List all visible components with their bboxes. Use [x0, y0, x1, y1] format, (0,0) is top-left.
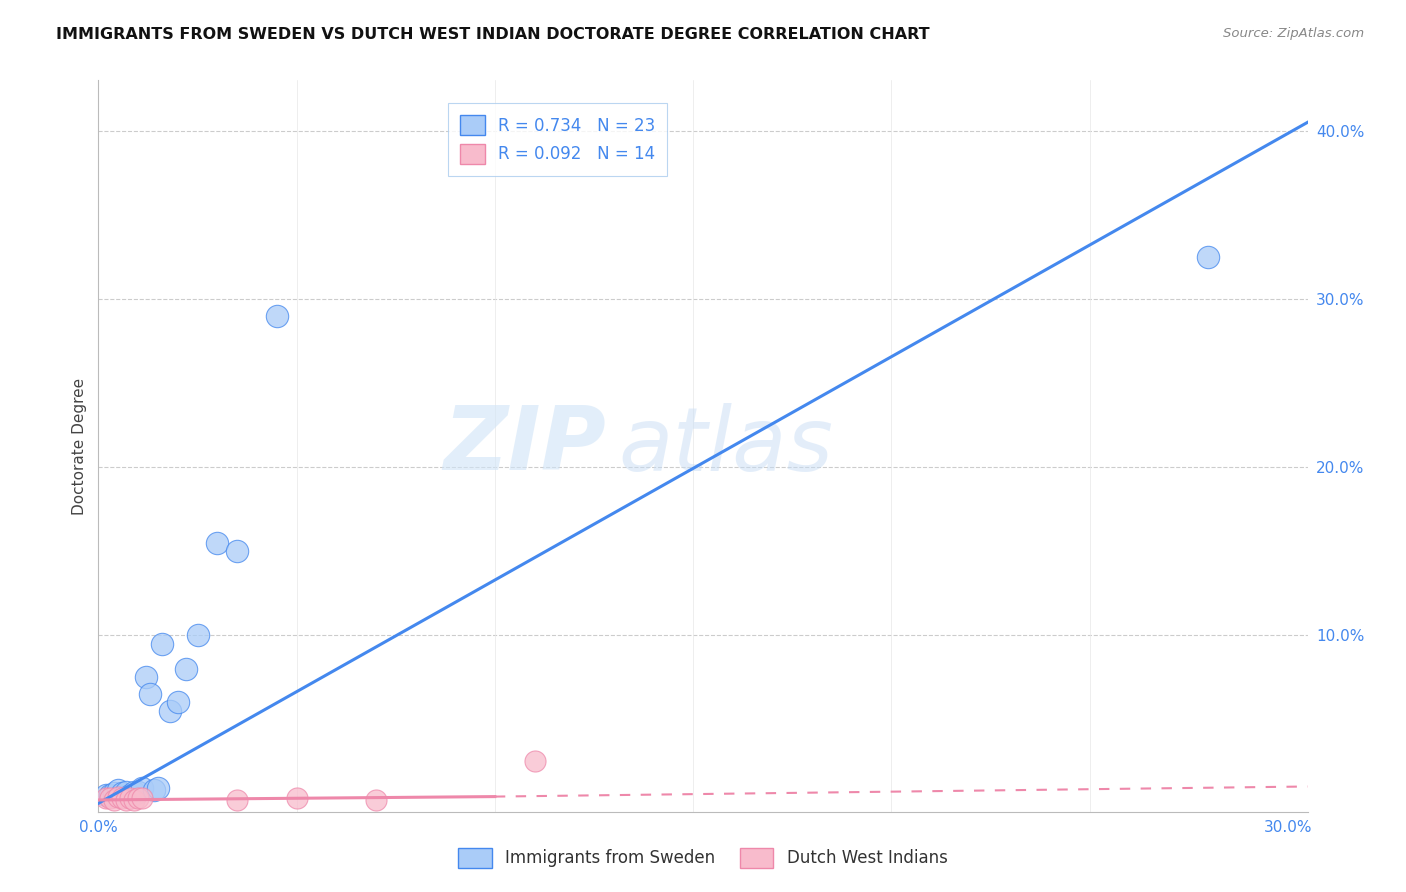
- Point: [103, 793, 125, 807]
- Point: [139, 687, 162, 701]
- Point: [115, 793, 138, 807]
- Legend: Immigrants from Sweden, Dutch West Indians: Immigrants from Sweden, Dutch West India…: [451, 841, 955, 875]
- Text: Source: ZipAtlas.com: Source: ZipAtlas.com: [1223, 27, 1364, 40]
- Point: [96, 788, 118, 802]
- Point: [226, 793, 249, 807]
- Point: [142, 782, 165, 797]
- Point: [122, 793, 145, 807]
- Point: [166, 695, 188, 709]
- Point: [186, 628, 208, 642]
- Text: IMMIGRANTS FROM SWEDEN VS DUTCH WEST INDIAN DOCTORATE DEGREE CORRELATION CHART: IMMIGRANTS FROM SWEDEN VS DUTCH WEST IND…: [56, 27, 929, 42]
- Y-axis label: Doctorate Degree: Doctorate Degree: [72, 377, 87, 515]
- Text: atlas: atlas: [619, 403, 834, 489]
- Point: [135, 670, 157, 684]
- Legend: R = 0.734   N = 23, R = 0.092   N = 14: R = 0.734 N = 23, R = 0.092 N = 14: [449, 103, 668, 176]
- Point: [150, 636, 173, 650]
- Point: [127, 791, 149, 805]
- Point: [98, 791, 121, 805]
- Point: [120, 788, 142, 802]
- Point: [107, 782, 129, 797]
- Point: [122, 784, 145, 798]
- Point: [111, 791, 134, 805]
- Point: [96, 791, 118, 805]
- Point: [285, 791, 308, 805]
- Point: [127, 784, 149, 798]
- Point: [103, 786, 125, 800]
- Point: [131, 791, 153, 805]
- Point: [523, 754, 546, 768]
- Point: [174, 662, 197, 676]
- Point: [226, 544, 249, 558]
- Point: [207, 535, 229, 549]
- Point: [159, 704, 181, 718]
- Text: ZIP: ZIP: [443, 402, 606, 490]
- Point: [146, 781, 169, 796]
- Point: [131, 781, 153, 796]
- Point: [98, 788, 121, 802]
- Point: [115, 784, 138, 798]
- Point: [107, 789, 129, 804]
- Point: [266, 309, 288, 323]
- Point: [120, 791, 142, 805]
- Point: [1198, 250, 1220, 264]
- Point: [111, 786, 134, 800]
- Point: [364, 793, 387, 807]
